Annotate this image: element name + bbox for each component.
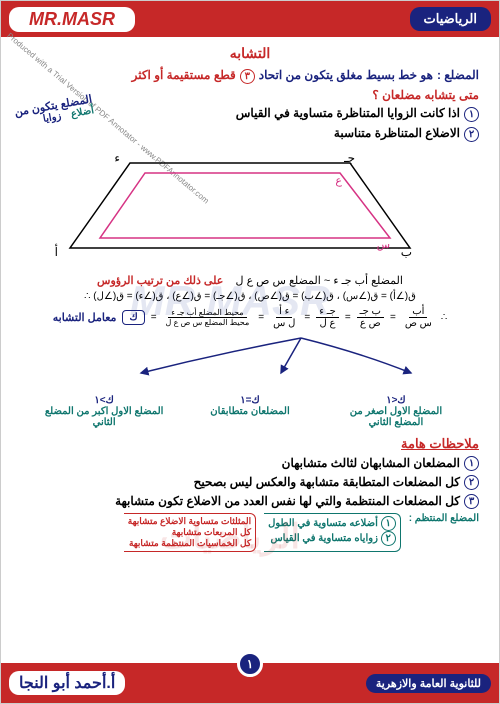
case3: ك<١ المضلع الاول اصغر من المضلع الثاني [336,395,456,428]
note-2: ٢ كل المضلعات المتطابقة متشابهة والعكس ل… [21,475,479,490]
outer-trapezoid [70,163,410,248]
condition-2: ٢ الاضلاع المتناظرة متناسبة [21,126,479,142]
cond2-num: ٢ [464,127,479,142]
definition-row: المضلع : هو خط بسيط مغلق يتكون من اتحاد … [21,68,479,84]
frac-perim: محيط المضلع أب جـ ءمحيط المضلع س ص ع ل [163,308,253,327]
notes-heading: ملاحظات هامة [21,436,479,452]
subject-badge: الرياضيات [410,7,492,31]
level-badge: للثانوية العامة والازهرية [366,674,491,693]
frac1: أبس ص [402,306,435,329]
def-label: المضلع : [437,68,479,82]
case2: ك=١ المضلعان متطابقان [210,395,289,428]
note-1: ١ المضلعان المشابهان لثالث متشابهان [21,456,479,471]
k-box: ك [122,310,144,325]
trapezoid-diagram: ء جـ أ ب ع س [41,148,439,268]
angle-equalities: ق(∠أ) = ق(∠س) ، ق(∠ب) = ق(∠ص) ، ق(∠جـ) =… [21,291,479,302]
ratio-row: ∴ أبس ص = ب جـص ع = جـ ءع ل = ء أل س = م… [21,306,479,329]
inner-trapezoid [100,173,390,238]
case-arrows [21,333,479,393]
regular-polygon-note: المضلع المنتظم : ١ أضلاعه متساوية في الط… [21,513,479,552]
frac4: ء أل س [270,306,298,329]
similarity-statement: المضلع أب جـ ء ~ المضلع س ص ع ل على ذلك … [21,274,479,287]
cases-row: ك<١ المضلع الاول اصغر من المضلع الثاني ك… [21,395,479,428]
under-note: على ذلك من ترتيب الرؤوس [97,275,223,287]
page-content: MR MASR الرياضيات التشابه المضلع : هو خط… [1,37,499,665]
def-text: هو خط بسيط مغلق يتكون من اتحاد [259,68,433,82]
brand-badge: MR.MASR [9,7,135,32]
author-badge: أ.أحمد أبو النجا [9,671,125,695]
def-count: ٣ [240,69,255,84]
vtx-ibr: س [377,239,390,251]
cond1-num: ١ [464,107,479,122]
case1: ك>١ المضلع الاول اكبر من المضلع الثاني [44,395,164,428]
def-rest: قطع مستقيمة أو اكثر [132,68,236,82]
note-3: ٣ كل المضلعات المنتظمة والتي لها نفس الع… [21,494,479,509]
cond2-text: الاضلاع المتناظرة متناسبة [334,126,460,140]
side-note-l2: زوايا [42,111,62,125]
lesson-title: التشابه [21,45,479,62]
page-header: الرياضيات MR.MASR [1,1,499,37]
vtx-br: ب [401,245,412,259]
page-number: ١ [237,651,263,677]
reg-label: المضلع المنتظم : [409,513,479,552]
frac3: جـ ءع ل [316,306,339,329]
cond1-text: اذا كانت الزوايا المتناظرة متساوية في ال… [236,106,460,120]
vtx-tl: ء [114,151,120,165]
k-label: معامل التشابه [53,311,117,324]
vtx-tr: جـ [343,151,355,165]
vtx-bl: أ [55,244,58,259]
frac2: ب جـص ع [357,306,384,329]
vtx-itr: ع [335,175,342,187]
